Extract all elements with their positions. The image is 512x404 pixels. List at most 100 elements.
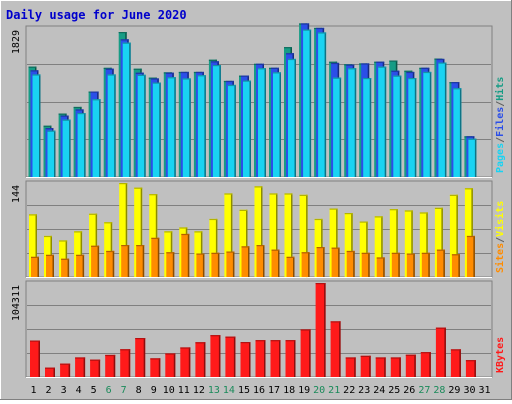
bar-cap <box>32 74 41 76</box>
bar-cap <box>180 71 189 74</box>
x-tick-label-day-6: 6 <box>106 385 112 396</box>
bar-cap <box>135 72 144 74</box>
x-tick-label-day-16: 16 <box>253 385 265 396</box>
bar-shade <box>217 252 220 277</box>
bar-cap <box>121 245 130 247</box>
bar-cap <box>182 78 191 80</box>
bar-kbytes-day-17 <box>270 340 281 377</box>
bar-shade <box>459 88 462 177</box>
bar-kbytes-day-7 <box>120 349 131 377</box>
bar-cap <box>423 71 432 74</box>
bar-sites-day-7 <box>121 245 130 277</box>
bar-pages-day-29 <box>453 88 462 177</box>
bar-visits-day-1 <box>29 214 37 277</box>
bar-pages-day-5 <box>92 99 101 177</box>
bar-shade <box>414 354 416 377</box>
bar-cap <box>225 80 234 83</box>
bar-cap <box>43 125 52 127</box>
bar-cap <box>421 252 430 254</box>
bar-shade <box>309 329 311 377</box>
bar-cap <box>408 78 417 80</box>
x-tick-label-day-26: 26 <box>403 385 415 396</box>
bar-cap <box>150 358 161 360</box>
bar-cap <box>285 340 296 342</box>
bar-cap <box>226 251 235 253</box>
bar-cap <box>288 58 296 61</box>
bar-cap <box>466 235 475 238</box>
bar-cap <box>406 253 415 255</box>
bar-shade <box>230 193 233 277</box>
bar-cap <box>468 138 477 140</box>
bar-visits-day-25 <box>389 209 398 277</box>
legend-hits: Hits <box>494 77 506 101</box>
bar-cap <box>241 246 250 248</box>
panel-visits_sites: 144 Sites/Visits <box>11 180 506 278</box>
legend-sites: Sites <box>494 243 506 273</box>
bar-pages-day-13 <box>212 65 221 177</box>
bar-kbytes-day-15 <box>240 342 251 377</box>
bar-pages-day-10 <box>167 77 176 177</box>
bar-kbytes-day-5 <box>90 359 101 377</box>
bar-cap <box>316 247 325 249</box>
bar-kbytes-day-30 <box>465 360 476 377</box>
bar-cap <box>315 283 326 285</box>
legend-visits: Visits <box>494 201 506 237</box>
bar-kbytes-day-6 <box>105 354 116 377</box>
bar-sites-day-6 <box>106 250 115 277</box>
bar-cap <box>133 68 142 70</box>
bar-shade <box>294 58 296 177</box>
bar-visits-day-19 <box>299 194 308 278</box>
bar-shade <box>473 235 475 277</box>
bar-cap <box>286 256 295 258</box>
bar-cap <box>284 47 292 49</box>
bar-cap <box>74 231 83 233</box>
legend-files: Files <box>494 107 506 137</box>
bar-cap <box>120 39 129 41</box>
bar-kbytes-day-24 <box>375 357 386 377</box>
bar-cap <box>31 256 39 258</box>
legend-kbytes: KBytes <box>495 337 506 373</box>
bar-cap <box>286 53 294 55</box>
bar-shade <box>112 250 115 277</box>
x-tick-label-day-10: 10 <box>163 385 175 396</box>
bar-cap <box>390 357 401 359</box>
bar-visits-day-29 <box>449 194 458 278</box>
bar-sites-day-23 <box>361 252 370 277</box>
bar-cap <box>420 352 431 354</box>
bar-shade <box>95 213 98 277</box>
bar-cap <box>359 221 368 223</box>
bar-pages-day-6 <box>107 74 116 177</box>
bar-shade <box>218 335 221 377</box>
x-tick-label-day-14: 14 <box>223 385 235 396</box>
bar-cap <box>30 340 40 342</box>
bar-shade <box>444 327 446 377</box>
bar-visits-day-13 <box>209 218 218 277</box>
bar-pages-day-30 <box>468 138 477 177</box>
bar-pages-day-3 <box>62 119 71 177</box>
bar-cap <box>45 367 55 369</box>
bar-visits-day-17 <box>269 193 278 277</box>
bar-cap <box>300 329 311 331</box>
bar-shade <box>429 71 432 177</box>
bar-cap <box>243 80 251 82</box>
bar-cap <box>60 363 71 365</box>
bar-shade <box>249 80 251 177</box>
bar-cap <box>254 186 263 188</box>
bar-sites-day-8 <box>136 245 145 277</box>
x-tick-label-day-27: 27 <box>418 385 430 396</box>
bar-shade <box>381 216 383 277</box>
bar-shade <box>383 257 385 277</box>
bar-sites-day-19 <box>301 252 310 277</box>
bar-shade <box>264 340 266 377</box>
bar-cap <box>361 63 370 65</box>
legend-pages: Pages <box>495 143 506 173</box>
bar-shade <box>187 233 190 277</box>
bar-shade <box>173 353 176 377</box>
bar-pages-day-14 <box>227 84 236 177</box>
bar-cap <box>135 338 146 340</box>
bar-shade <box>474 360 476 377</box>
bar-shade <box>97 245 100 277</box>
bar-cap <box>90 91 99 93</box>
bar-cap <box>45 128 54 130</box>
bar-cap <box>450 349 461 351</box>
